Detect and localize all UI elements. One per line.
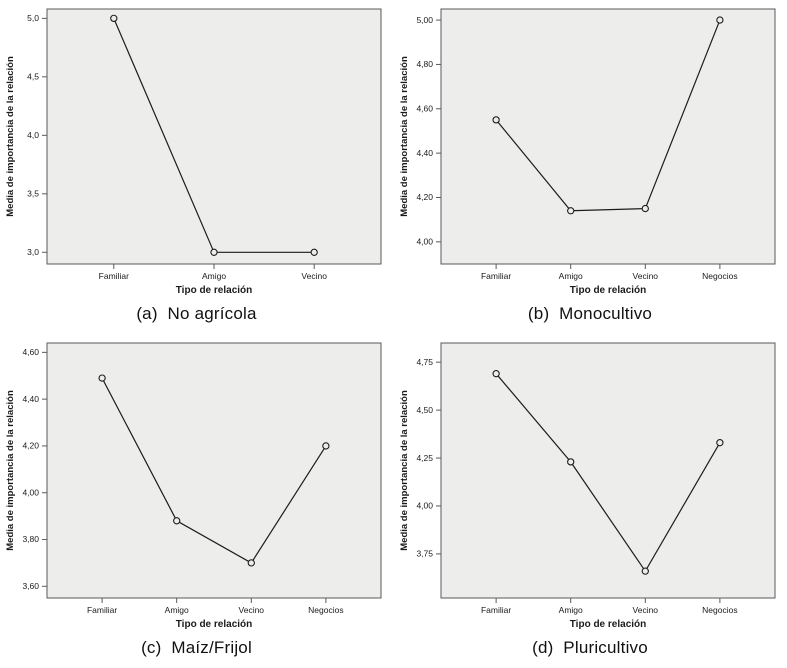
y-tick-label: 4,60 [22,347,39,357]
x-tick-label: Amigo [165,605,189,615]
x-tick-label: Familiar [480,605,510,615]
x-tick-label: Familiar [87,605,117,615]
x-tick-label: Negocios [308,605,343,615]
y-tick-label: 4,0 [27,130,39,140]
chart-panel-c: 3,60 3,80 4,00 4,20 4,40 4,60 Familiar Amigo Vec… [0,334,393,668]
chart-panel-d: 3,75 4,00 4,25 4,50 4,75 Familiar Amigo Vecino N… [393,334,787,668]
series-line [495,373,720,573]
chart-caption-a: (a) No agrícola [136,304,257,323]
x-tick-label: Amigo [558,605,582,615]
plot-area [440,342,775,599]
y-axis-title: Media de importancia de la relación [399,390,410,551]
y-tick-label: 3,75 [416,549,433,559]
x-tick-label: Familiar [99,271,129,281]
chart-caption-c: (c) Maíz/Frijol [141,638,252,657]
y-tick-label: 3,5 [27,189,39,199]
chart-svg: 3,0 3,5 4,0 4,5 5,0 Familiar Amigo Vecino Media … [5,8,382,296]
data-point [173,517,181,525]
y-tick-label: 3,0 [27,247,39,257]
data-point [715,16,724,24]
data-point [491,116,500,124]
y-tick-label: 5,0 [27,13,39,23]
data-point [110,14,118,23]
chart-panel-b: 4,00 4,20 4,40 4,60 4,80 5,00 Familiar Amigo Vec… [393,0,787,334]
y-tick-label: 3,60 [22,581,39,591]
y-tick-label: 4,80 [416,59,433,69]
data-point [566,458,574,466]
chart-caption-b: (b) Monocultivo [527,304,653,323]
y-tick-label: 4,75 [416,357,433,367]
x-axis-title: Tipo de relación [569,285,646,296]
x-tick-label: Vecino [239,605,265,615]
y-axis-title: Media de importancia de la relación [5,56,16,217]
data-point [322,442,330,450]
y-tick-label: 4,00 [416,501,433,511]
x-tick-label: Vecino [301,271,327,281]
y-tick-label: 4,20 [416,192,433,202]
plot-area [440,8,775,265]
data-point [641,567,649,575]
y-tick-label: 5,00 [416,15,433,25]
line-chart-no-agricola: 3,0 3,5 4,0 4,5 5,0 Familiar Amigo Vecino Media … [0,0,393,300]
line-chart-monocultivo: 4,00 4,20 4,40 4,60 4,80 5,00 Familiar Amigo Vec… [394,0,787,300]
y-tick-label: 4,60 [416,104,433,114]
plot-area [46,342,382,599]
chart-panel-a: 3,0 3,5 4,0 4,5 5,0 Familiar Amigo Vecino Media … [0,0,393,334]
x-tick-label: Familiar [480,271,510,281]
x-tick-label: Negocios [702,271,737,281]
y-tick-label: 4,40 [416,148,433,158]
y-axis-title: Media de importancia de la relación [399,56,410,217]
data-point [210,248,218,256]
y-tick-label: 3,80 [22,534,39,544]
data-point [247,559,255,567]
x-axis-title: Tipo de relación [569,619,646,630]
x-tick-label: Negocios [702,605,737,615]
plot-area [46,8,382,265]
chart-svg: 4,00 4,20 4,40 4,60 4,80 5,00 Familiar Amigo Vec… [399,8,775,296]
data-point [98,374,106,382]
x-axis-title: Tipo de relación [176,285,253,296]
y-tick-label: 4,25 [416,453,433,463]
series-line [495,19,720,212]
y-axis-title: Media de importancia de la relación [5,390,16,551]
y-tick-label: 4,40 [22,394,39,404]
y-tick-label: 4,00 [416,237,433,247]
line-chart-maiz-frijol: 3,60 3,80 4,00 4,20 4,40 4,60 Familiar Amigo Vec… [0,334,393,634]
x-tick-label: Vecino [632,271,658,281]
y-tick-label: 4,5 [27,72,39,82]
data-point [715,439,724,447]
chart-svg: 3,60 3,80 4,00 4,20 4,40 4,60 Familiar Amigo Vec… [5,342,382,630]
data-point [566,207,574,215]
y-tick-label: 4,50 [416,405,433,415]
y-tick-label: 4,20 [22,441,39,451]
line-chart-pluricultivo: 3,75 4,00 4,25 4,50 4,75 Familiar Amigo Vecino N… [394,334,787,634]
x-axis-title: Tipo de relación [176,619,253,630]
data-point [641,204,649,213]
x-tick-label: Amigo [558,271,582,281]
series-line [101,377,327,564]
y-tick-label: 4,00 [22,487,39,497]
chart-caption-d: (d) Pluricultivo [532,638,648,657]
data-point [491,370,500,378]
data-point [310,248,318,256]
x-tick-label: Amigo [202,271,226,281]
x-tick-label: Vecino [632,605,658,615]
chart-svg: 3,75 4,00 4,25 4,50 4,75 Familiar Amigo Vecino N… [399,342,775,630]
